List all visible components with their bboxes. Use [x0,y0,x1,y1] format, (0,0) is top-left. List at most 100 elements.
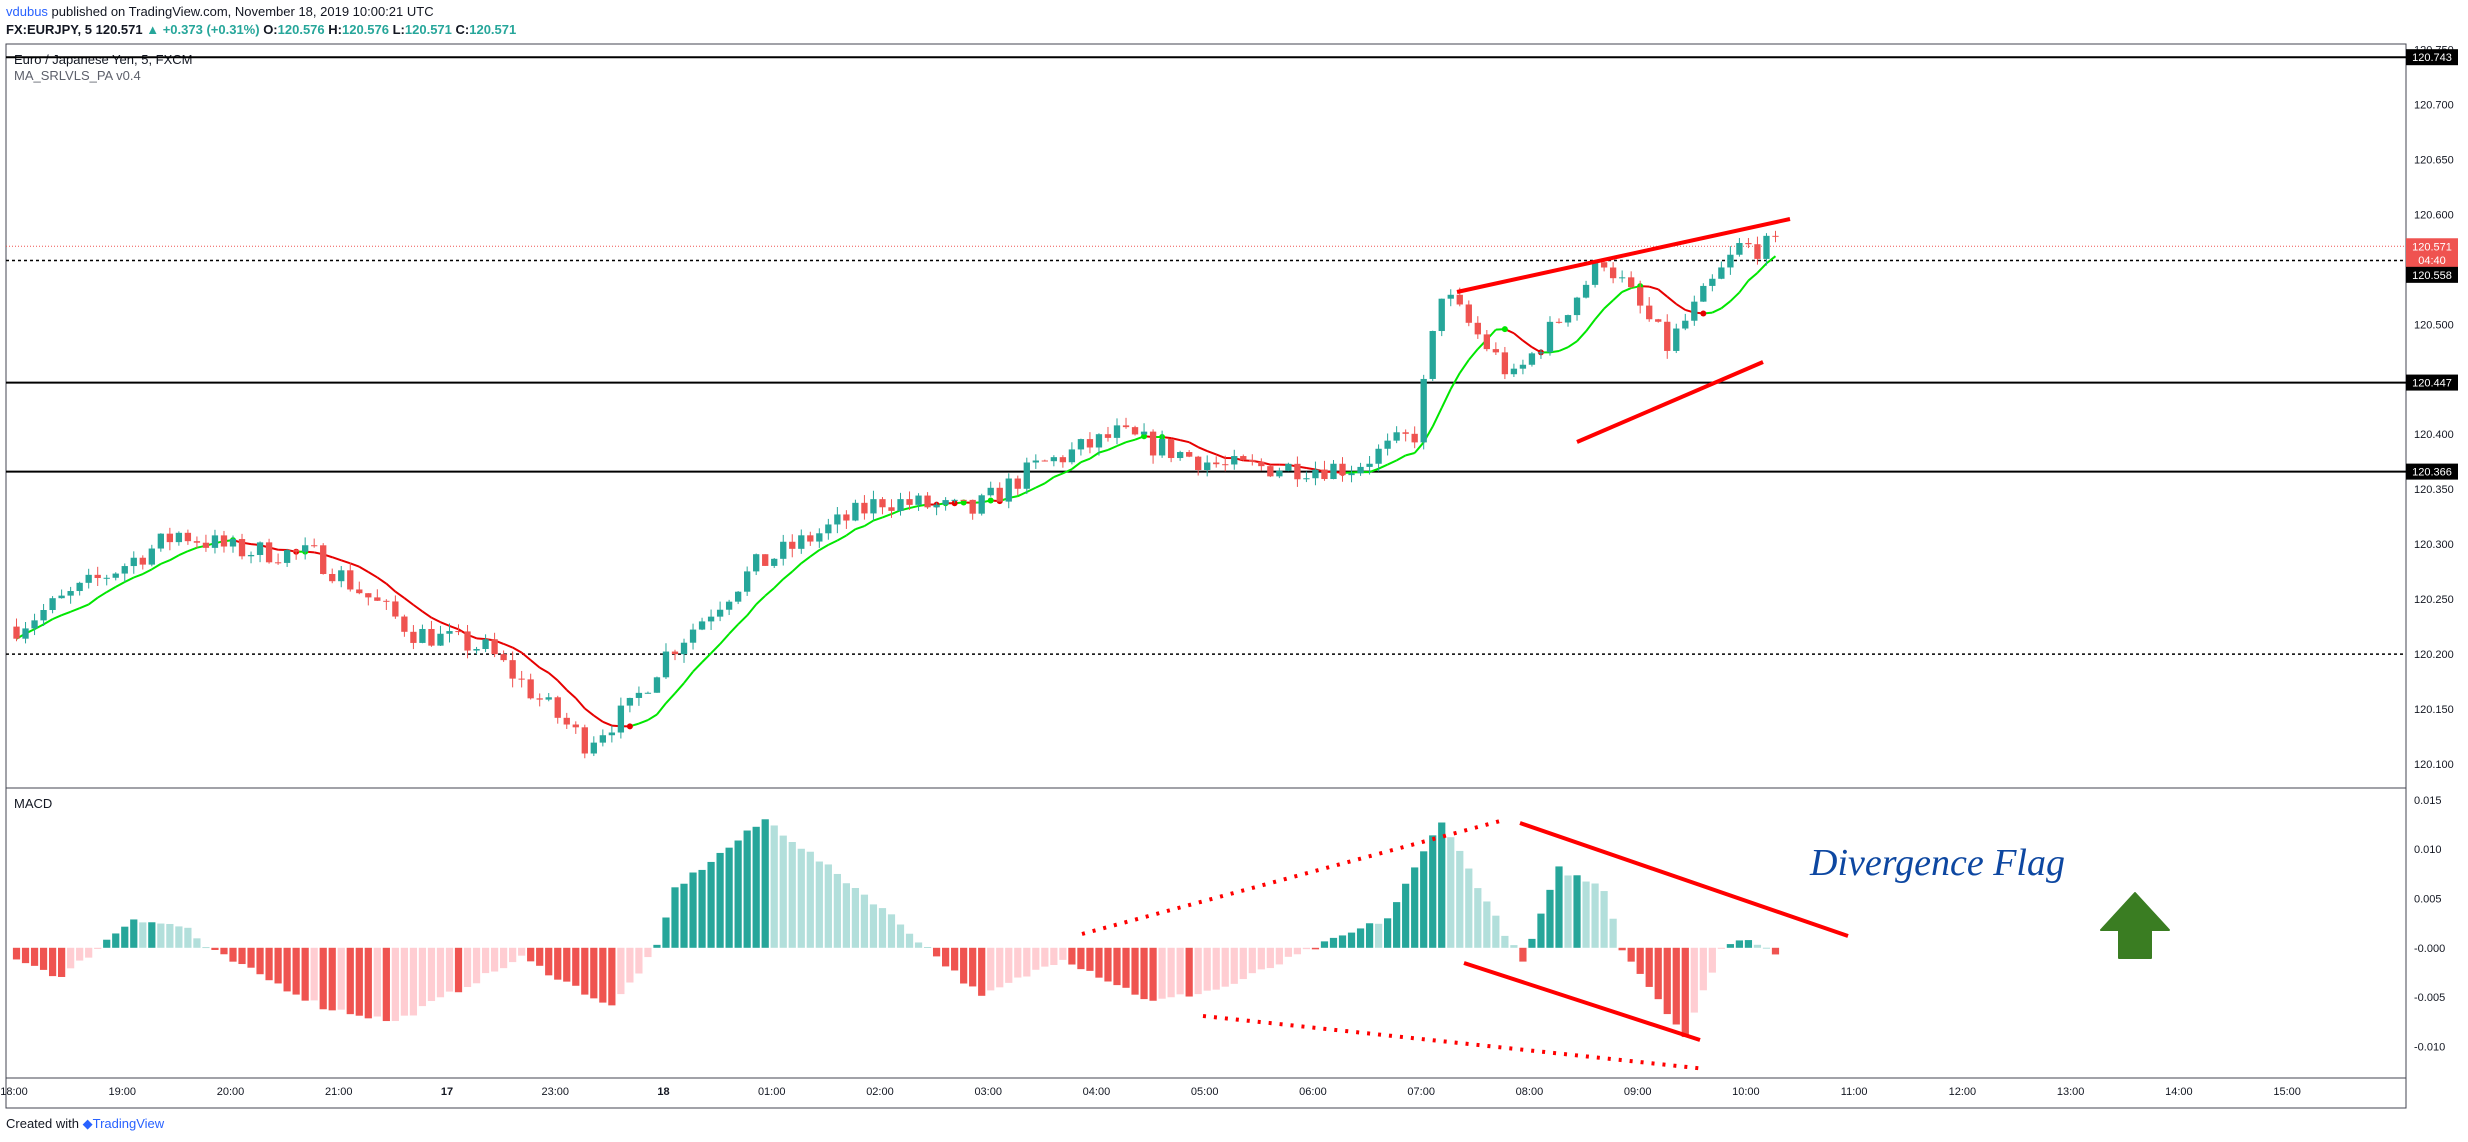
macd-bar [1681,947,1689,1038]
ma-segment [873,516,883,522]
time-axis-label: 08:00 [1516,1086,1544,1098]
candle-body [1582,284,1590,298]
candle-body [1393,432,1400,441]
ma-segment [863,519,874,527]
macd-bar [409,947,418,1016]
ma-segment [737,614,748,626]
macd-flag-lower-line[interactable] [1463,961,1701,1042]
candle-body [1664,321,1671,351]
ma-segment [142,568,153,575]
macd-flag-upper-line[interactable] [1519,821,1849,938]
macd-bar [1492,915,1500,948]
macd-bar [256,947,264,975]
up-arrow-icon[interactable] [2100,892,2170,959]
author-link[interactable]: vdubus [6,4,48,19]
macd-divergence-dotted-lower[interactable] [1202,1014,1707,1071]
candle-body [1023,462,1030,489]
candle-body [951,499,958,501]
candle-body [707,616,715,622]
candle-body [1727,254,1734,268]
flag-upper-trendline[interactable] [1456,217,1791,294]
candle-body [356,589,363,594]
ma-segment [665,692,676,704]
ma-segment [169,554,180,562]
macd-axis-label: 0.010 [2414,844,2442,856]
macd-bar [328,947,336,1011]
macd-bar [1239,947,1247,980]
macd-bar [689,872,697,948]
candle-body [410,631,417,643]
candle-body [780,541,787,559]
candle-body [1673,328,1680,351]
candle-body [76,582,83,592]
ma-segment [43,618,54,626]
macd-bar [779,835,787,948]
ma-segment [187,546,198,553]
candle-body [626,697,634,706]
annotation-divergence-flag[interactable]: Divergence Flag [1809,842,2065,884]
macd-bar [806,851,814,948]
high-label: H: [328,22,342,37]
macd-bar [463,947,472,988]
macd-bar [175,926,183,948]
macd-axis[interactable]: 0.015 0.010 0.005 -0.000 -0.005 -0.010 [2414,795,2445,1054]
symbol-ohlc-line: FX:EURJPY, 5 120.571 ▲ +0.373 (+0.31%) O… [6,22,516,37]
price-axis[interactable]: 120.750120.700120.650120.600120.550120.5… [2414,44,2454,771]
tradingview-logo-link[interactable]: ◆TradingView [82,1116,165,1131]
macd-bar [427,947,436,1002]
macd-bar [1059,947,1067,960]
candle-body [689,629,697,643]
ma-segment [440,621,450,627]
candle-body [1682,320,1689,329]
macd-bar [229,947,237,962]
macd-bar [978,947,986,996]
price-badges: 120.743 120.571 04:40 120.558 120.447 120.366 [2406,49,2458,480]
ma-segment [557,679,568,691]
ma-segment [79,603,90,610]
drawings[interactable] [1081,217,1849,1071]
ma-segment [755,595,766,606]
candle-body [193,541,201,543]
ma-segment [70,607,81,613]
ma-pivot-dot [987,497,994,504]
candle-body [1429,331,1436,379]
ma-segment [358,565,369,573]
ma-segment [1513,332,1524,342]
candle-body [166,533,174,543]
macd-bar [1257,947,1265,970]
ma-segment [1107,445,1118,451]
time-axis-label: 01:00 [758,1086,786,1098]
macd-divergence-dotted-upper[interactable] [1081,819,1501,936]
moving-average [16,255,1777,730]
horizontal-levels [6,56,2406,655]
ma-segment [1306,467,1316,471]
candles [13,230,1779,759]
macd-bar [247,947,255,968]
ma-segment [719,633,730,645]
ma-segment [115,581,126,588]
ma-segment [764,587,775,597]
candle-body [1041,460,1048,462]
macd-bar [1158,947,1166,999]
macd-bar [1465,868,1473,948]
ma-segment [412,604,424,613]
ma-segment [548,672,559,682]
time-axis[interactable]: 18:00 19:00 20:00 21:00 17 23:00 18 01:00 02:00 0… [0,1086,2301,1098]
candle-body [482,639,489,649]
candle-body [888,507,895,511]
macd-bar [734,840,742,948]
macd-axis-label: -0.005 [2414,992,2445,1004]
candle-body [1086,439,1094,448]
ma-segment [385,582,397,593]
high-value: 120.576 [341,22,389,37]
ma-segment [1044,476,1055,485]
flag-lower-trendline[interactable] [1576,360,1764,444]
ma-segment [449,624,459,631]
macd-bar [1672,947,1680,1025]
macd-bar [842,883,850,948]
candle-body [1646,305,1653,320]
macd-bar [1411,867,1419,948]
candle-body [455,631,462,633]
candle-body [1095,434,1103,448]
